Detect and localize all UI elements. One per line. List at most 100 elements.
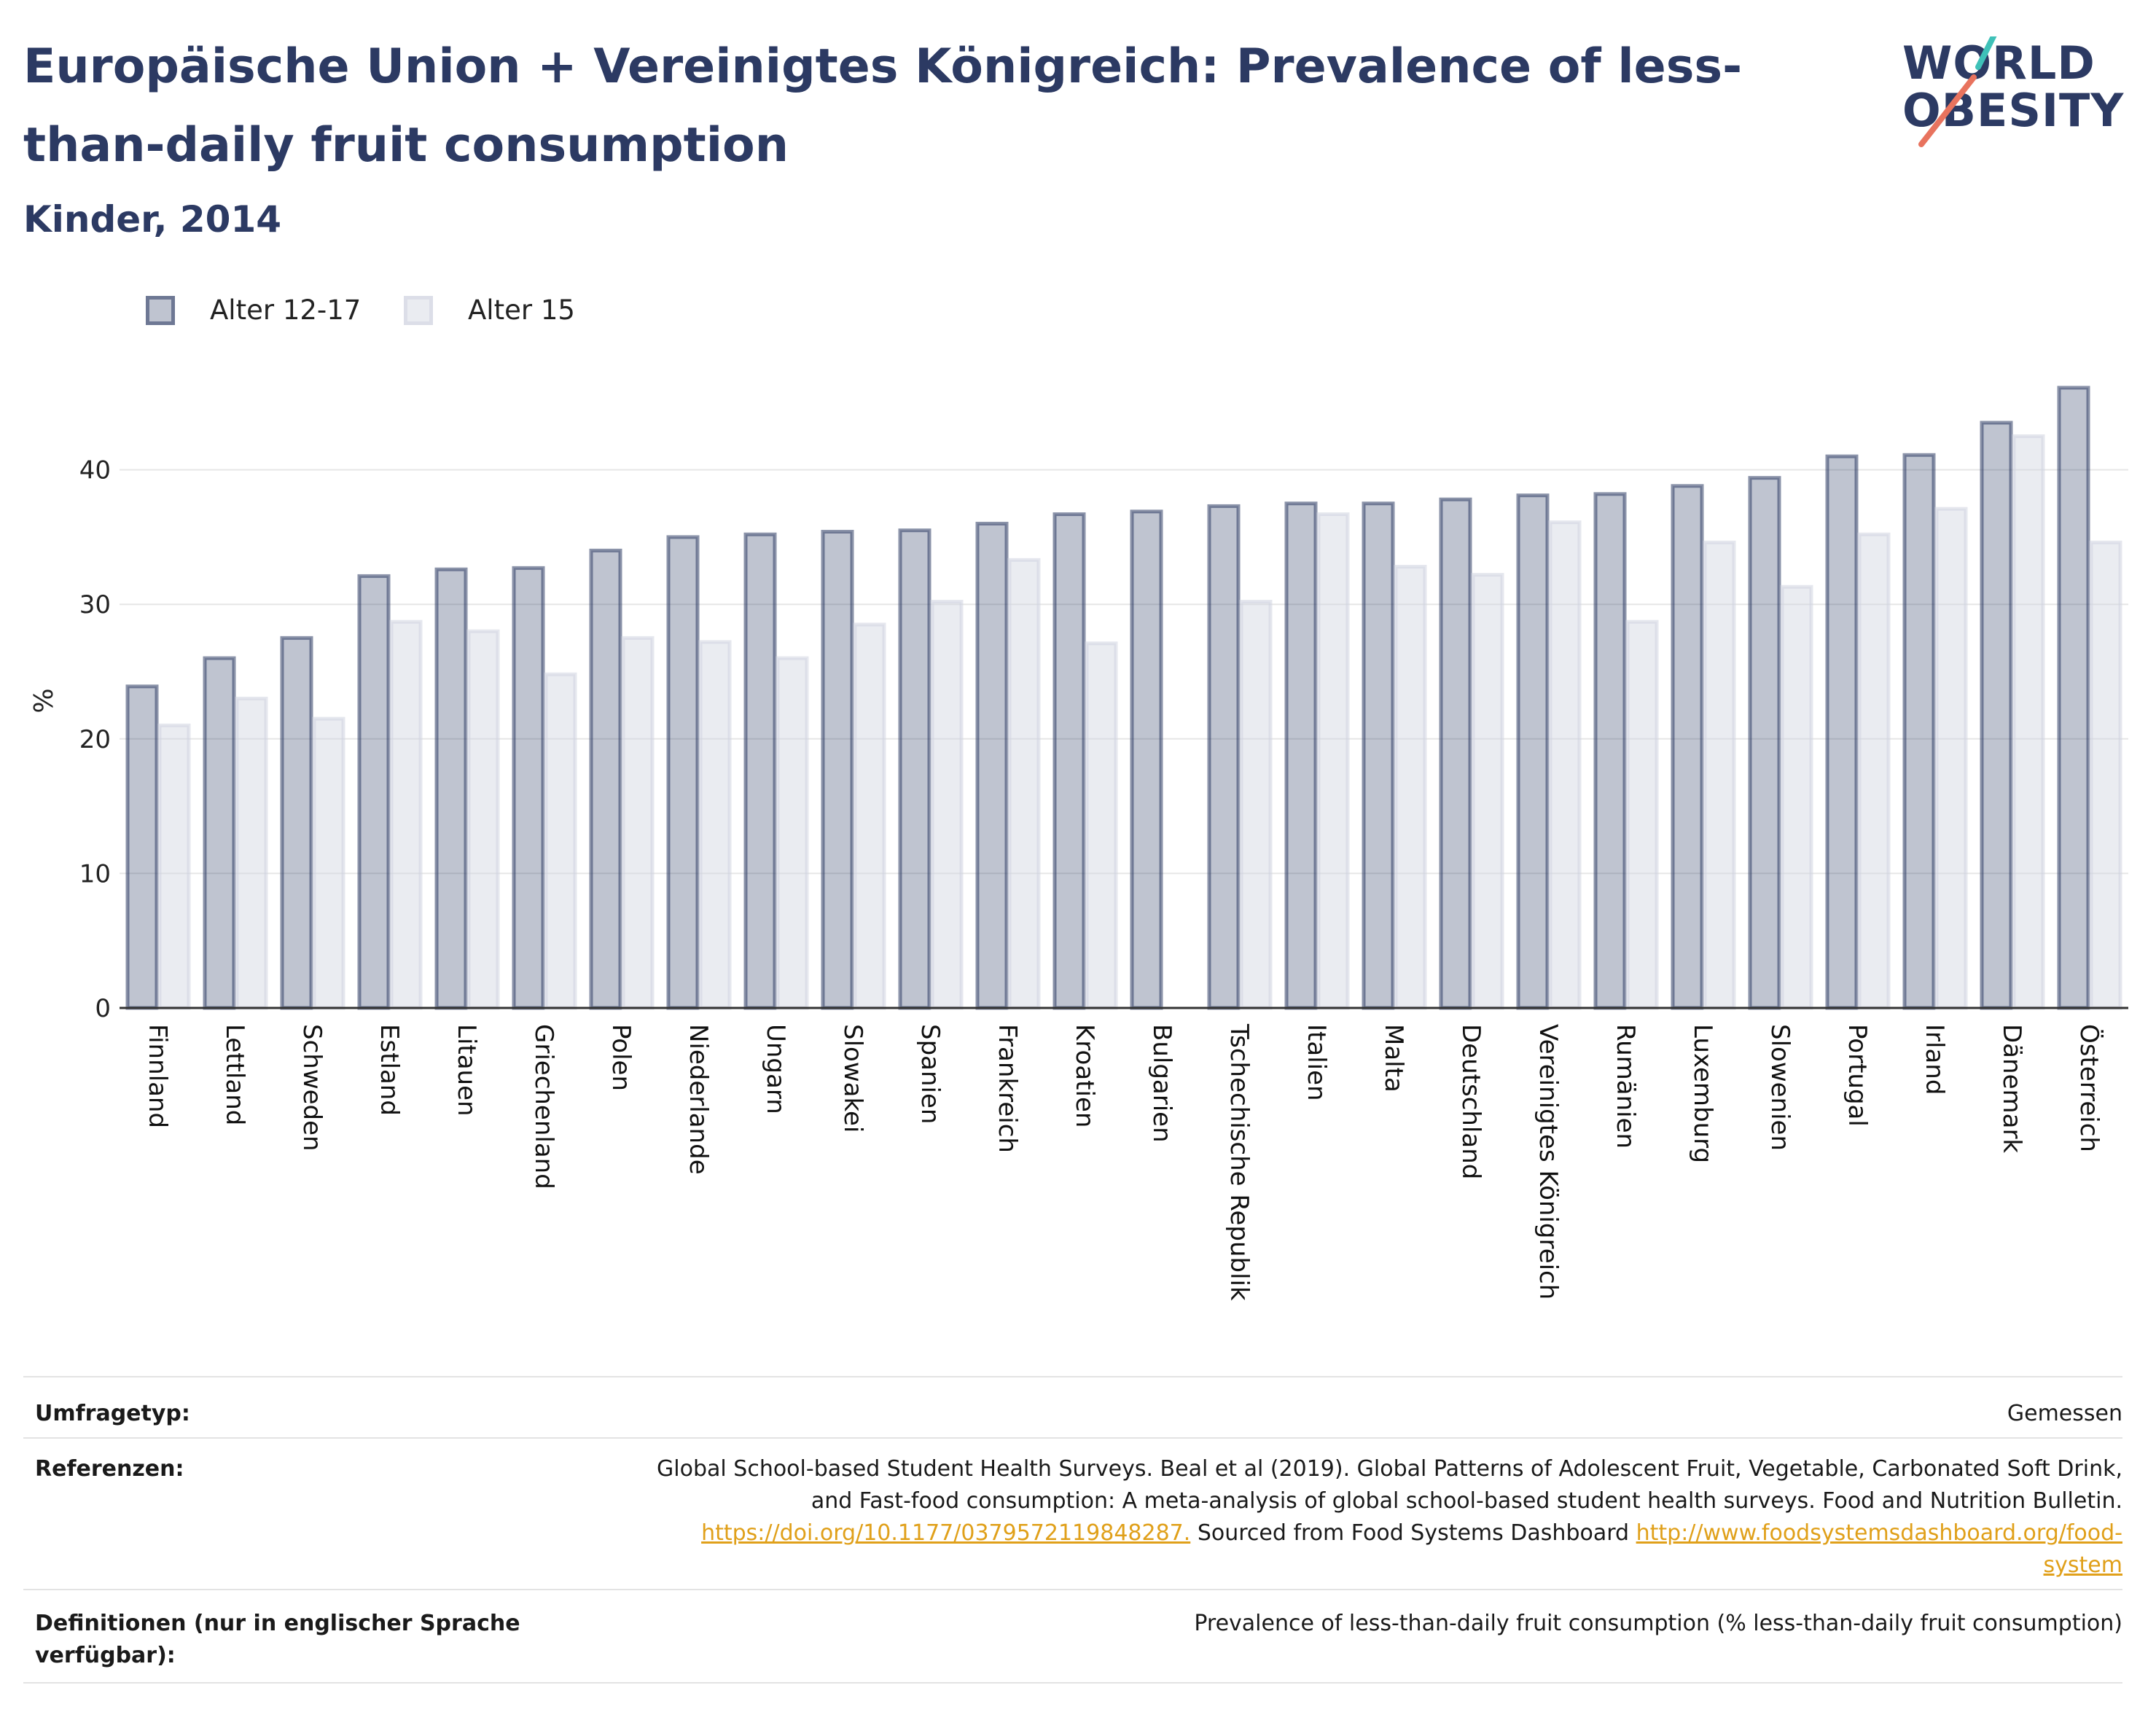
y-tick-label-10: 10 [79,859,111,888]
y-tick-label-20: 20 [79,725,111,754]
bar-series1-11 [975,521,1009,1010]
x-tick-label-2: Schweden [297,1024,327,1152]
y-axis-label: % [29,688,59,713]
x-tick-label-14: Tschechische Republik [1225,1023,1254,1301]
bar-series1-15 [1284,501,1318,1010]
bar-series2-5 [544,672,577,1010]
chart-subtitle: Kinder, 2014 [23,198,282,241]
bar-series1-3 [357,574,391,1010]
x-tick-label-20: Luxemburg [1688,1024,1717,1163]
bar-chart: 0 10 20 30 40% Finnland Lettland Schweden Estlan… [29,386,2128,1301]
bar-series1-13 [1130,509,1163,1010]
x-tick-label-21: Slowenien [1765,1024,1794,1151]
survey-type-label: Umfragetyp: [35,1401,190,1426]
definitions-row: Definitionen (nur in englischer Sprache … [23,1589,2122,1684]
bar-series2-15 [1316,512,1350,1010]
bar-series2-16 [1394,565,1427,1010]
bar-series2-22 [1857,532,1891,1010]
bar-series2-8 [776,656,809,1010]
bar-series1-8 [743,532,777,1010]
bar-series1-9 [821,530,854,1010]
bar-series2-3 [389,619,423,1010]
x-tick-label-18: Vereinigtes Königreich [1534,1024,1563,1299]
bar-series1-21 [1748,476,1781,1010]
references-row: Referenzen: Global School-based Student … [23,1437,2122,1590]
bar-series1-4 [434,567,468,1010]
references-line-3: https://doi.org/10.1177/0379572119848287… [657,1517,2122,1549]
bar-series1-2 [280,636,313,1010]
bar-series2-14 [1239,600,1273,1010]
x-tick-label-19: Rumänien [1611,1024,1640,1149]
bar-series1-0 [125,684,159,1010]
bar-series1-25 [2057,386,2090,1010]
bar-series2-0 [157,723,191,1010]
bar-series2-19 [1625,619,1659,1010]
definitions-label-line2: verfügbar): [35,1643,176,1668]
x-tick-label-7: Niederlande [684,1024,713,1175]
x-tick-label-11: Frankreich [993,1024,1022,1153]
references-line-1: Global School-based Student Health Surve… [657,1456,2122,1482]
x-tick-label-5: Griechenland [529,1024,558,1189]
x-tick-label-3: Estland [375,1024,404,1116]
x-tick-label-13: Bulgarien [1147,1024,1176,1143]
bar-series1-22 [1825,454,1859,1010]
bar-series2-6 [621,636,655,1010]
chart-title: Europäische Union + Vereinigtes Königrei… [23,39,1743,173]
bar-series2-24 [2012,434,2045,1010]
world-obesity-logo: WORLD OBESITY [1902,36,2143,153]
references-text: Global School-based Student Health Surve… [657,1453,2122,1582]
references-label: Referenzen: [35,1456,184,1482]
bar-series2-7 [698,640,732,1010]
y-tick-label-30: 30 [79,590,111,619]
x-tick-label-0: Finnland [143,1024,172,1128]
bar-series1-17 [1439,497,1472,1010]
definitions-label-line1: Definitionen (nur in englischer Sprache [35,1611,520,1636]
bar-series1-10 [898,528,931,1010]
bar-series2-12 [1085,641,1118,1010]
y-tick-label-0: 0 [95,994,111,1023]
legend-label-series1: Alter 12-17 [210,294,362,326]
legend-swatch-series1 [146,296,175,325]
x-tick-label-15: Italien [1302,1024,1331,1101]
bar-series2-1 [235,696,268,1010]
bar-series2-10 [930,600,964,1010]
bar-series2-11 [1007,558,1041,1010]
x-tick-label-22: Portugal [1843,1024,1872,1127]
bar-series2-4 [466,629,500,1010]
references-line-2: and Fast-food consumption: A meta-analys… [811,1488,2122,1514]
x-tick-label-4: Litauen [452,1024,481,1117]
bar-series1-7 [666,535,700,1010]
bar-series2-23 [1934,507,1968,1010]
x-tick-label-1: Lettland [220,1024,249,1125]
survey-type-row: Umfragetyp: Gemessen [23,1376,2122,1439]
logo-slash-icon [1918,36,1997,147]
x-tick-label-8: Ungarn [761,1024,790,1114]
logo-text-line1: WORLD [1902,36,2096,90]
bar-series1-5 [512,566,545,1010]
x-tick-label-25: Österreich [2074,1024,2104,1152]
dashboard-link-end[interactable]: system [2043,1552,2122,1578]
x-tick-label-12: Kroatien [1070,1024,1099,1127]
bar-series1-16 [1362,501,1395,1010]
bar-series1-24 [1980,421,2013,1010]
dashboard-link[interactable]: http://www.foodsystemsdashboard.org/food… [1636,1520,2122,1546]
doi-link[interactable]: https://doi.org/10.1177/0379572119848287… [701,1520,1191,1546]
bar-series2-17 [1471,573,1504,1010]
x-tick-label-6: Polen [606,1024,636,1091]
bar-series1-14 [1207,504,1241,1010]
bar-series2-20 [1703,540,1736,1010]
bar-series1-1 [203,656,236,1010]
legend-swatch-series2 [404,296,433,325]
legend-label-series2: Alter 15 [468,294,575,326]
x-tick-label-24: Dänemark [1997,1024,2026,1153]
references-line-4: system [657,1549,2122,1582]
references-sourced-text: Sourced from Food Systems Dashboard [1190,1520,1636,1546]
survey-type-value: Gemessen [2007,1401,2122,1426]
y-tick-label-40: 40 [79,456,111,485]
bar-series2-21 [1780,585,1813,1010]
x-tick-label-9: Slowakei [838,1024,867,1133]
definitions-value: Prevalence of less-than-daily fruit cons… [1194,1611,2122,1636]
bar-series1-18 [1516,493,1550,1010]
x-tick-label-17: Deutschland [1456,1024,1485,1179]
bar-series1-6 [589,548,622,1010]
